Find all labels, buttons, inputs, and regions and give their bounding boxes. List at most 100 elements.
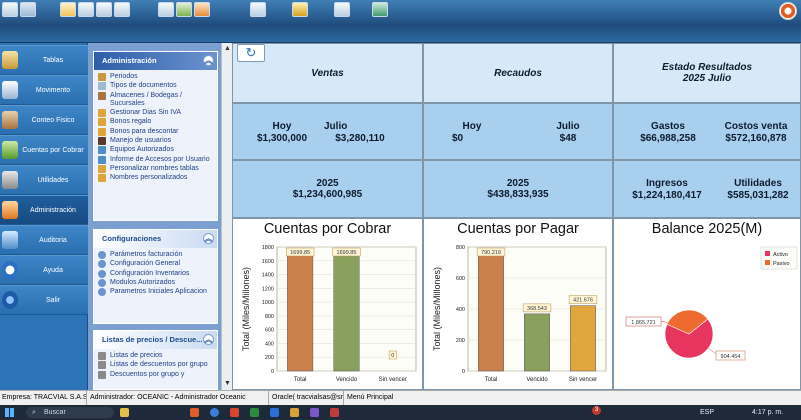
prices-item-descuentos-grupo-y[interactable]: Descuentos por grupo y — [98, 370, 217, 379]
taskbar-app-icon[interactable] — [230, 408, 239, 417]
y-tick-label: 0 — [271, 369, 274, 375]
collapse-icon[interactable]: ︽ — [203, 334, 214, 345]
taskbar-app-icon[interactable] — [270, 408, 279, 417]
prices-item-descuentos-grupo[interactable]: Listas de descuentos por grupo — [98, 361, 217, 370]
admin-item-dias-sin-iva[interactable]: Gestionar Dias Sin IVA — [98, 109, 217, 118]
taskbar-app-icon[interactable] — [250, 408, 259, 417]
layout-icon[interactable] — [194, 2, 210, 17]
admin-item-almacenes[interactable]: Almacenes / Bodegas / Sucursales — [98, 91, 217, 109]
documents-icon[interactable] — [78, 2, 94, 17]
bar — [478, 248, 504, 372]
book-icon[interactable] — [292, 2, 308, 17]
taskbar-app-icon[interactable] — [120, 408, 129, 417]
data-label-box — [522, 303, 552, 313]
taskbar-app-icon[interactable] — [290, 408, 299, 417]
toolbar-grid-icon[interactable] — [2, 2, 18, 17]
label-leader — [660, 320, 670, 324]
admin-item-equipos[interactable]: Equipos Autorizados — [98, 146, 217, 155]
scroll-down-icon[interactable]: ▼ — [224, 380, 231, 387]
printer-icon[interactable] — [158, 2, 174, 17]
taskbar-app-icon[interactable] — [190, 408, 199, 417]
user-icon[interactable] — [176, 2, 192, 17]
taskbar-app-icon[interactable] — [210, 408, 219, 417]
config-item-parametros-iniciales[interactable]: Parametros Iniciales Aplicacion — [98, 288, 217, 297]
ingresos-value: $1,224,180,417 — [632, 190, 702, 201]
y-tick-label: 400 — [265, 341, 274, 347]
admin-item-usuarios[interactable]: Manejo de usuarios — [98, 137, 217, 146]
admin-item-informe-accesos[interactable]: Informe de Accesos por Usuario — [98, 155, 217, 164]
notification-badge[interactable]: 3 — [592, 406, 601, 415]
ventas-hoy-value: $1,300,000 — [256, 133, 308, 144]
config-item-parametros-facturacion[interactable]: Parámetros facturación — [98, 251, 217, 259]
admin-item-tipos-documentos[interactable]: Tipos de documentos — [98, 82, 217, 91]
admin-item-periodos[interactable]: Periodos — [98, 73, 217, 81]
nav-item-auditoria[interactable]: Auditoria — [0, 225, 88, 255]
exit-door-icon[interactable] — [372, 2, 388, 17]
chart-balance-plot: 1,865.721 904.454 Activo Pasivo — [625, 246, 798, 361]
language-indicator[interactable]: ESP — [700, 409, 715, 416]
config-item-label: Modulos Autorizados — [110, 278, 175, 286]
nav-item-administracion[interactable]: Administración — [0, 195, 88, 225]
config-item-label: Configuración Inventarios — [110, 269, 190, 277]
folder-icon — [98, 127, 106, 136]
binoculars-icon[interactable] — [20, 2, 36, 17]
chart-cuentas-pagar: Cuentas por Pagar 0 200 400 600 800 Total (Mi… — [423, 218, 613, 390]
data-label-box — [388, 350, 397, 360]
legend-swatch — [765, 251, 770, 256]
lifebuoy-help-icon[interactable] — [779, 2, 797, 20]
estado-title: Estado Resultados — [661, 62, 753, 73]
collapse-icon[interactable]: ︽ — [203, 55, 214, 66]
admin-group-header[interactable]: Administración ︽ — [94, 52, 217, 70]
y-tick-label: 400 — [456, 307, 465, 313]
table-icon[interactable] — [334, 2, 350, 17]
admin-item-nombres-personalizados[interactable]: Nombres personalizados — [98, 174, 217, 183]
count-icon — [2, 111, 18, 129]
taskbar-app-icon[interactable] — [330, 408, 339, 417]
config-item-general[interactable]: Configuración General — [98, 260, 217, 269]
nav-label: Auditoria — [39, 236, 67, 244]
config-item-inventarios[interactable]: Configuración Inventarios — [98, 269, 217, 278]
recaudos-julio-value: $48 — [559, 133, 577, 144]
nav-item-ayuda[interactable]: Ayuda — [0, 255, 88, 285]
taskbar-search-input[interactable]: ⌕ Buscar — [26, 407, 114, 418]
admin-item-personalizar-tablas[interactable]: Personalizar nombres tablas — [98, 164, 217, 173]
taskbar-app-icon[interactable] — [310, 408, 319, 417]
chart-icon[interactable] — [250, 2, 266, 17]
estado-header: Estado Resultados 2025 Julio — [613, 43, 801, 103]
scroll-up-icon[interactable]: ▲ — [224, 45, 231, 52]
prices-item-listas[interactable]: Listas de precios — [98, 352, 217, 360]
utilidades-label: Utilidades — [734, 178, 782, 189]
collapse-icon[interactable]: ︽ — [203, 233, 214, 244]
config-group-header[interactable]: Configuraciones ︽ — [94, 230, 217, 248]
recaudos-title: Recaudos — [494, 67, 542, 79]
window-icon[interactable] — [96, 2, 112, 17]
admin-item-bonos-regalo[interactable]: Bonos regalo — [98, 118, 217, 127]
ventas-year-label: 2025 — [316, 178, 339, 189]
help-icon — [2, 261, 18, 279]
config-item-modulos[interactable]: Modulos Autorizados — [98, 278, 217, 287]
admin-item-label: Nombres personalizados — [110, 174, 188, 182]
y-tick-label: 200 — [265, 355, 274, 361]
nav-item-tablas[interactable]: Tablas — [0, 45, 88, 75]
y-axis-label: Total (Miles/Millones) — [241, 267, 251, 351]
refresh-button[interactable]: ↻ — [237, 44, 265, 62]
y-tick-label: 200 — [456, 338, 465, 344]
prices-group-header[interactable]: Listas de precios / Descue... ︽ — [94, 331, 217, 349]
costos-value: $572,160,878 — [725, 133, 787, 144]
admin-item-label: Bonos regalo — [110, 118, 152, 126]
nav-item-utilidades[interactable]: Utilidades — [0, 165, 88, 195]
left-navigation: Tablas Movimento Conteo Fisico Cuentas p… — [0, 43, 88, 390]
nav-item-cuentas-por-cobrar[interactable]: Cuentas por Cobrar — [0, 135, 88, 165]
nav-item-salir[interactable]: Salir — [0, 285, 88, 315]
folder-icon — [98, 174, 106, 183]
search-icon: ⌕ — [32, 409, 36, 416]
task-pane-scrollbar[interactable]: ▲ ▼ — [221, 43, 232, 390]
calendar-icon[interactable] — [60, 2, 76, 17]
list-icon[interactable] — [114, 2, 130, 17]
clock[interactable]: 4:17 p. m. — [752, 409, 784, 416]
nav-label: Utilidades — [37, 176, 69, 184]
windows-start-icon[interactable] — [5, 408, 14, 417]
nav-item-conteo-fisico[interactable]: Conteo Fisico — [0, 105, 88, 135]
nav-item-movimento[interactable]: Movimento — [0, 75, 88, 105]
admin-item-bonos-descontar[interactable]: Bonos para descontar — [98, 127, 217, 136]
